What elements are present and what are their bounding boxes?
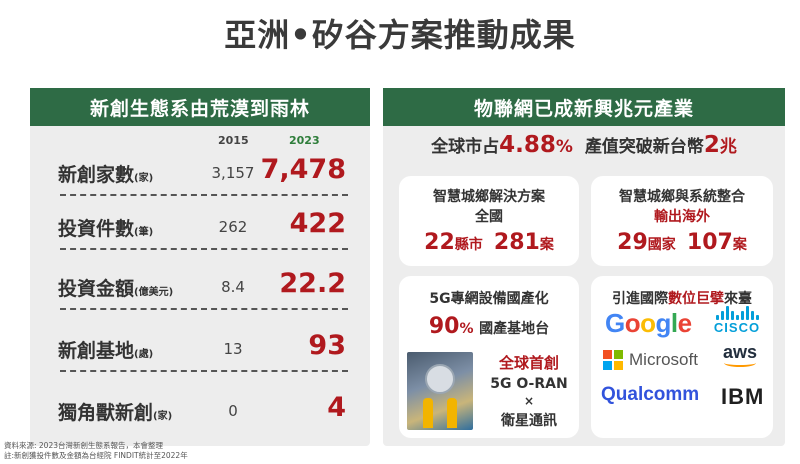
- stat-label: 投資金額(億美元): [58, 278, 174, 300]
- startup-ecosystem-panel: 新創生態系由荒漠到雨林: [30, 88, 370, 446]
- row-divider: [60, 248, 348, 250]
- stat-value-2023: 7,478: [260, 154, 346, 185]
- 5g-private-network-card: 5G專網設備國產化 90% 國產基地台 全球首創 5G O-RAN × 衛星通訊: [399, 276, 579, 438]
- card-title: 智慧城鄉解決方案: [433, 189, 545, 205]
- footnote-line: 註:新創獲投件數及金額為台經院 FINDIT統計至2022年: [4, 451, 188, 460]
- startup-panel-header: 新創生態系由荒漠到雨林: [30, 88, 370, 126]
- card-subtitle: 輸出海外: [654, 209, 710, 225]
- satellite-comm-label: 衛星通訊: [501, 413, 557, 429]
- card-title: 5G專網設備國產化: [429, 291, 549, 307]
- ibm-logo: IBM: [721, 384, 765, 409]
- google-logo: Google: [605, 308, 692, 338]
- world-first-label: 全球首創: [498, 354, 559, 372]
- stat-row-investments: 投資件數(筆) 262 422: [58, 204, 348, 250]
- row-divider: [60, 308, 348, 310]
- source-line: 資料來源: 2023台灣新創生態系報告，本會整理: [4, 441, 163, 450]
- stat-value-2015: 3,157: [211, 164, 255, 182]
- stat-row-startups: 新創家數(家) 3,157 7,478: [58, 150, 348, 196]
- stat-value-2015: 13: [223, 340, 243, 358]
- stat-label: 投資件數(筆): [58, 218, 154, 240]
- stat-value-2023: 93: [308, 330, 346, 361]
- source-note: 資料來源: 2023台灣新創生態系報告，本會整理 註:新創獲投件數及金額為台經院…: [4, 441, 188, 461]
- stat-value-2023: 4: [327, 392, 346, 423]
- iot-headline: 全球市占4.88% 產值突破新台幣2兆: [431, 132, 737, 158]
- page-title: 亞洲•矽谷方案推動成果: [224, 16, 576, 54]
- aws-logo: aws: [723, 342, 757, 367]
- satellite-dish-photo: [407, 352, 473, 430]
- card-title: 智慧城鄉與系統整合: [619, 189, 745, 205]
- stat-value-2015: 8.4: [221, 278, 245, 296]
- stat-row-unicorns: 獨角獸新創(家) 0 4: [58, 388, 348, 434]
- stat-value-2023: 422: [289, 208, 346, 239]
- tech-giants-card: 引進國際數位巨擘來臺 Google CISCO Microsoft aws Qu…: [591, 276, 773, 438]
- year-2023-label: 2023: [289, 134, 320, 147]
- stat-row-startup-bases: 新創基地(處) 13 93: [58, 326, 348, 372]
- smart-city-domestic-card: 智慧城鄉解決方案 全國 22縣市 281案: [399, 176, 579, 266]
- card-title: 引進國際數位巨擘來臺: [612, 291, 752, 307]
- card-stats: 29國家 107案: [617, 230, 747, 255]
- stat-value-2015: 262: [218, 218, 248, 236]
- cross-symbol: ×: [523, 394, 535, 408]
- year-2015-label: 2015: [218, 134, 249, 147]
- card-subtitle: 全國: [475, 209, 503, 225]
- cisco-logo: CISCO: [707, 306, 767, 335]
- microsoft-logo: Microsoft: [603, 350, 698, 370]
- smart-city-export-card: 智慧城鄉與系統整合 輸出海外 29國家 107案: [591, 176, 773, 266]
- iot-panel-header: 物聯網已成新興兆元產業: [383, 88, 785, 126]
- card-stat-percent: 90% 國產基地台: [428, 314, 550, 339]
- row-divider: [60, 370, 348, 372]
- stat-label: 新創基地(處): [58, 340, 154, 362]
- card-stats: 22縣市 281案: [424, 230, 554, 255]
- stat-label: 獨角獸新創(家): [58, 402, 173, 424]
- qualcomm-logo: Qualcomm: [601, 384, 700, 405]
- stat-label: 新創家數(家): [58, 164, 154, 186]
- oran-label: 5G O-RAN: [490, 376, 568, 392]
- row-divider: [60, 194, 348, 196]
- stat-value-2015: 0: [228, 402, 238, 420]
- stat-row-investment-amount: 投資金額(億美元) 8.4 22.2: [58, 264, 348, 310]
- stat-value-2023: 22.2: [279, 268, 346, 299]
